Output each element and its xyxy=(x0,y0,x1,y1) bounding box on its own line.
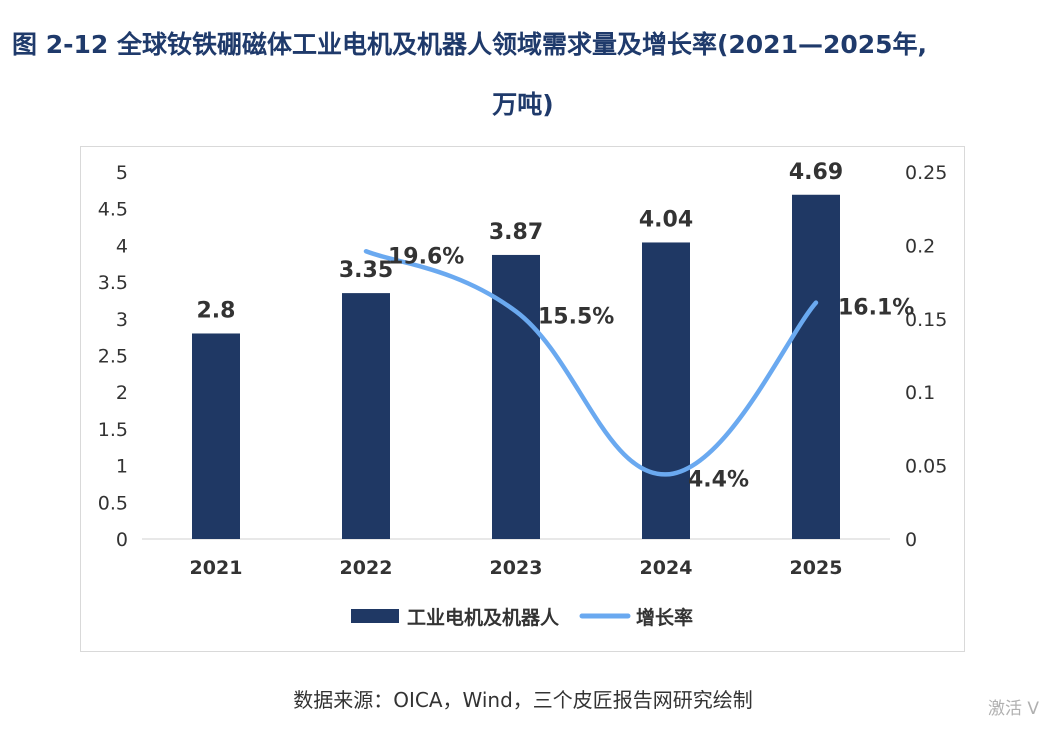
y-left-tick-label: 0.5 xyxy=(98,492,128,514)
y-left-tick-label: 0 xyxy=(116,529,128,551)
legend-bar-swatch xyxy=(351,609,399,623)
legend: 工业电机及机器人 增长率 xyxy=(351,606,693,629)
bar-series xyxy=(192,194,840,540)
y-left-tick-label: 2 xyxy=(116,382,128,404)
x-tick-label: 2023 xyxy=(490,557,543,579)
y-right-tick-label: 0.15 xyxy=(905,309,947,331)
bar-data-label: 4.69 xyxy=(789,160,843,185)
x-tick-label: 2024 xyxy=(640,557,693,579)
chart-title-line1: 图 2-12 全球钕铁硼磁体工业电机及机器人领域需求量及增长率(2021—202… xyxy=(12,30,928,59)
y-left-tick-label: 5 xyxy=(116,162,128,184)
bar xyxy=(642,242,690,540)
legend-bar-label: 工业电机及机器人 xyxy=(407,606,560,629)
line-labels: 19.6% 15.5% 4.4% 16.1% xyxy=(388,244,914,492)
x-tick-label: 2021 xyxy=(190,557,243,579)
y-left-tick-label: 4.5 xyxy=(98,199,128,221)
bar xyxy=(342,293,390,539)
bar xyxy=(792,194,840,539)
y-left-tick-label: 3.5 xyxy=(98,272,128,294)
y-right-tick-label: 0 xyxy=(905,529,917,551)
bar-data-label: 3.87 xyxy=(489,220,543,245)
bar-data-label: 4.04 xyxy=(639,207,693,232)
watermark: 激活 V xyxy=(988,699,1040,719)
x-axis: 2021 2022 2023 2024 2025 xyxy=(190,557,843,579)
y-left-tick-label: 1 xyxy=(116,456,128,478)
legend-line-label: 增长率 xyxy=(636,606,693,629)
y-left-tick-label: 2.5 xyxy=(98,346,128,368)
line-data-label: 15.5% xyxy=(538,304,614,329)
x-tick-label: 2025 xyxy=(790,557,843,579)
bar-data-label: 2.8 xyxy=(197,298,236,323)
line-data-label: 4.4% xyxy=(688,467,749,492)
bar-labels: 2.8 3.35 3.87 4.04 4.69 xyxy=(197,160,844,324)
growth-rate-line xyxy=(363,249,819,477)
y-left-tick-label: 3 xyxy=(116,309,128,331)
y-left-tick-label: 1.5 xyxy=(98,419,128,441)
y-right-axis: 0 0.05 0.1 0.15 0.2 0.25 xyxy=(905,162,947,551)
line-data-label: 19.6% xyxy=(388,244,464,269)
y-left-tick-label: 4 xyxy=(116,235,128,257)
y-right-tick-label: 0.05 xyxy=(905,456,947,478)
bar xyxy=(192,333,240,539)
source-note: 数据来源：OICA，Wind，三个皮匠报告网研究绘制 xyxy=(293,688,753,712)
y-right-tick-label: 0.25 xyxy=(905,162,947,184)
y-right-tick-label: 0.2 xyxy=(905,235,935,257)
bar-data-label: 3.35 xyxy=(339,258,393,283)
line-data-label: 16.1% xyxy=(838,296,914,321)
chart-title-line2: 万吨) xyxy=(492,90,554,119)
x-tick-label: 2022 xyxy=(340,557,393,579)
y-right-tick-label: 0.1 xyxy=(905,382,935,404)
y-left-axis: 0 0.5 1 1.5 2 2.5 3 3.5 4 4.5 5 xyxy=(98,162,128,551)
